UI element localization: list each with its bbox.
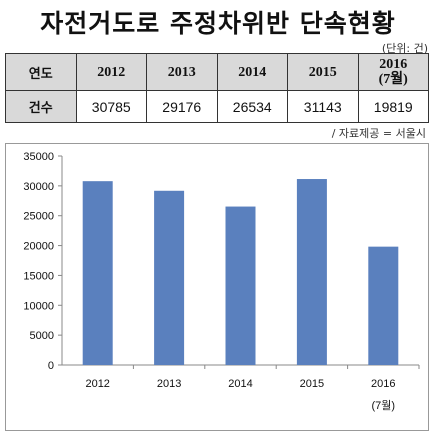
table-year-cell: 2014 <box>216 53 288 91</box>
table-count-cell: 29176 <box>146 90 218 123</box>
bar <box>296 179 327 365</box>
table-year-cell: 2012 <box>75 53 147 91</box>
table-count-cell: 31143 <box>287 90 359 123</box>
y-tick-label: 25000 <box>23 211 54 223</box>
x-tick-label: 2016 <box>371 378 395 390</box>
x-tick-label: 2013 <box>157 378 181 390</box>
x-tick-label: 2012 <box>85 378 109 390</box>
chart-area: 0 5000 10000 15000 20000 25000 30000 35000 2012 2… <box>5 143 429 431</box>
row-header-count: 건수 <box>5 90 77 123</box>
table-year-cell: 2015 <box>287 53 359 91</box>
source-note: / 자료제공 = 서울시 <box>331 127 426 140</box>
table-count-cell: 26534 <box>216 90 288 123</box>
data-table: 연도 2012 2013 2014 2015 2016 (7월) 건수 3078… <box>5 53 429 123</box>
bar <box>82 181 113 365</box>
bar <box>154 190 185 365</box>
unit-note: (단위: 건) <box>381 42 428 55</box>
table-row-year: 연도 2012 2013 2014 2015 2016 (7월) <box>5 53 429 91</box>
y-tick-label: 0 <box>48 360 54 372</box>
table-year-cell: 2016 (7월) <box>357 53 429 91</box>
y-tick-label: 20000 <box>23 241 54 253</box>
table-count-cell: 19819 <box>357 90 429 123</box>
table-count-cell: 30785 <box>75 90 147 123</box>
y-tick-label: 30000 <box>23 181 54 193</box>
chart-title: 자전거도로 주정차위반 단속현황 <box>40 9 396 38</box>
y-tick-label: 5000 <box>30 330 54 342</box>
x-tick-label: 2015 <box>300 378 324 390</box>
bar-chart: 0 5000 10000 15000 20000 25000 30000 35000 2012 2… <box>23 151 420 412</box>
table-row-count: 건수 30785 29176 26534 31143 19819 <box>5 90 429 123</box>
row-header-year: 연도 <box>5 53 77 91</box>
table-year-cell: 2013 <box>146 53 218 91</box>
bar <box>225 206 256 365</box>
bar <box>368 246 399 365</box>
x-tick-label: 2014 <box>228 378 252 390</box>
y-tick-label: 15000 <box>23 270 54 282</box>
x-tick-sublabel: (7월) <box>372 399 396 412</box>
y-tick-label: 35000 <box>23 151 54 163</box>
y-tick-label: 10000 <box>23 300 54 312</box>
